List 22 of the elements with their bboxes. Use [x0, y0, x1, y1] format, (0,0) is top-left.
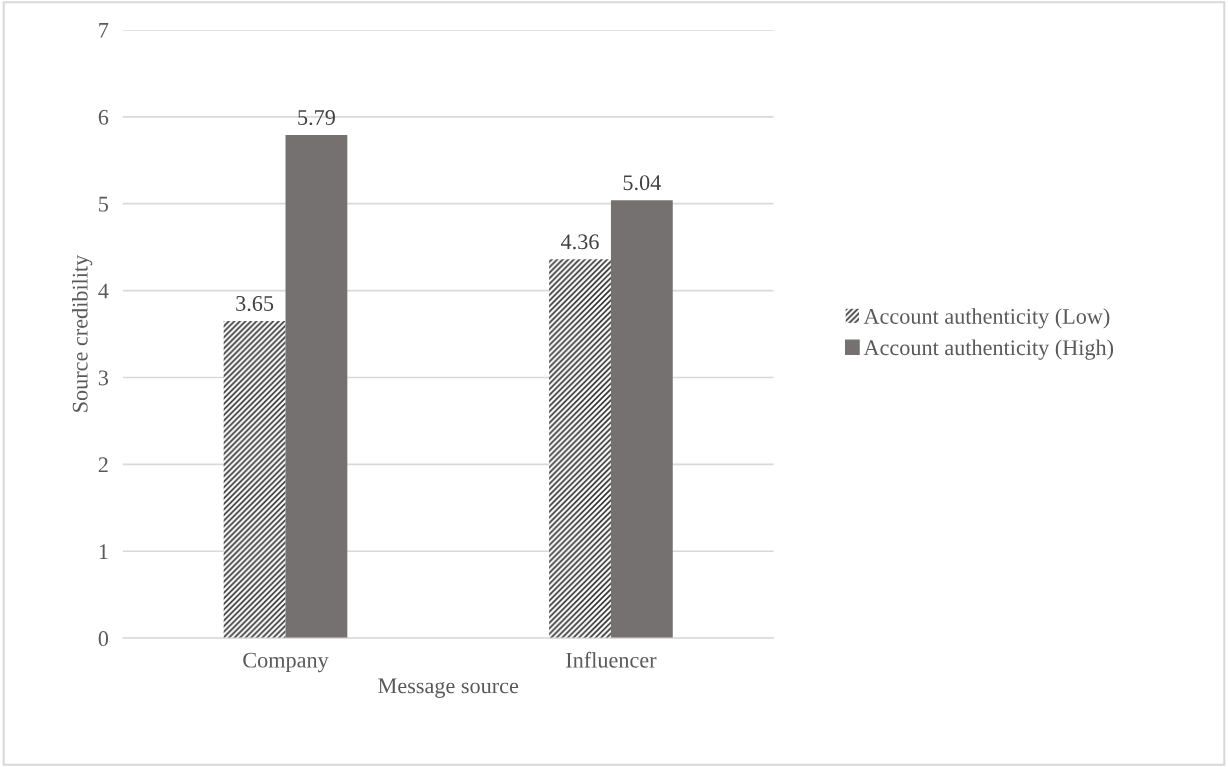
data-label: 5.04 [623, 175, 661, 191]
y-tick-label: 4 [98, 283, 109, 299]
data-label: 4.36 [561, 234, 599, 250]
bar [610, 200, 673, 639]
y-tick-label: 5 [99, 196, 109, 212]
x-axis-title: Message source [378, 678, 519, 698]
data-label: 3.65 [236, 295, 274, 312]
y-axis-title: Source credibility [72, 254, 93, 412]
bar [285, 135, 348, 639]
y-tick-label: 2 [98, 457, 108, 473]
legend-label: Account authenticity (High) [863, 339, 1114, 360]
y-tick-label: 1 [99, 544, 108, 559]
legend-label: Account authenticity (Low) [863, 308, 1110, 329]
data-label: 5.79 [298, 110, 335, 126]
y-tick-label: 0 [98, 631, 109, 647]
x-tick-label: Company [243, 652, 329, 673]
y-tick-label: 7 [99, 23, 109, 38]
bar [223, 320, 286, 639]
y-tick-label: 6 [98, 109, 109, 125]
x-tick-label: Influencer [566, 651, 657, 668]
bar [549, 259, 611, 639]
y-tick-label: 3 [98, 370, 109, 386]
